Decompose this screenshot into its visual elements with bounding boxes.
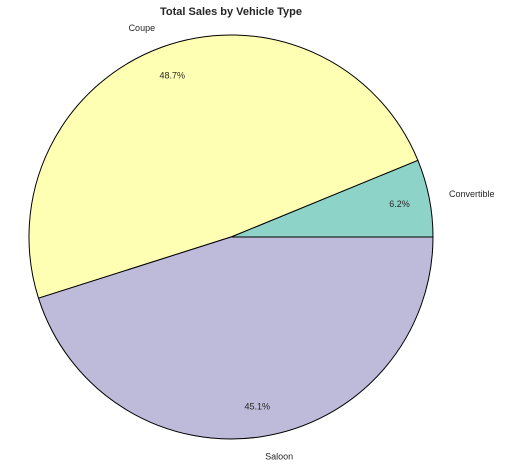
slice-percent-saloon: 45.1% xyxy=(245,402,271,412)
slice-percent-convertible: 6.2% xyxy=(389,199,410,209)
chart-title: Total Sales by Vehicle Type xyxy=(160,6,302,18)
pie-labels: Convertible 6.2% Coupe 48.7% Saloon 45.1% xyxy=(129,23,495,461)
pie-slices xyxy=(28,34,434,440)
pie-slice-coupe xyxy=(28,34,419,299)
slice-label-convertible: Convertible xyxy=(449,189,495,199)
slice-label-coupe: Coupe xyxy=(129,23,156,33)
pie-slice-saloon xyxy=(37,236,434,440)
slice-percent-coupe: 48.7% xyxy=(160,71,186,81)
slice-label-saloon: Saloon xyxy=(265,452,293,462)
